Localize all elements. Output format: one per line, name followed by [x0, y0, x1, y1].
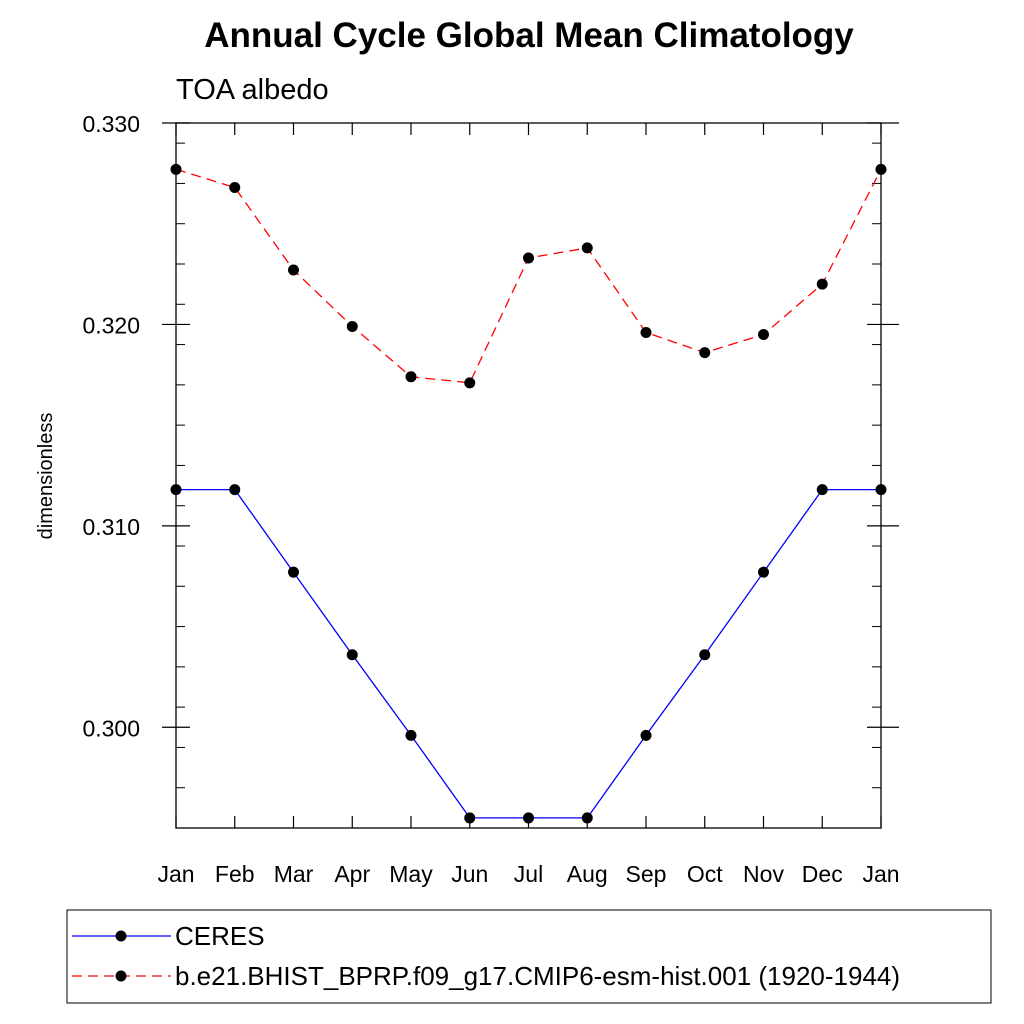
legend-box [66, 909, 992, 1004]
x-tick-label: Jan [157, 861, 194, 887]
data-point [346, 649, 358, 661]
data-point [758, 566, 769, 578]
data-point [640, 326, 652, 338]
data-point [405, 371, 417, 383]
data-point [699, 347, 711, 359]
data-point [523, 252, 534, 264]
y-axis-label: dimensionless [35, 413, 57, 540]
data-point [699, 649, 711, 661]
x-tick-label: Dec [802, 861, 843, 887]
data-point [581, 242, 593, 254]
series-2 [170, 163, 887, 389]
data-point [816, 484, 828, 496]
chart-title: Annual Cycle Global Mean Climatology [204, 16, 854, 55]
x-tick-label: Sep [626, 861, 667, 887]
series-layer [170, 163, 887, 824]
data-point [405, 729, 417, 741]
x-tick-label: Nov [743, 861, 784, 887]
plot-frame [175, 122, 882, 829]
series-line [175, 168, 882, 384]
data-point [288, 264, 299, 276]
legend-marker [115, 930, 127, 942]
data-point [229, 484, 241, 496]
data-point [170, 484, 182, 496]
y-tick-label: 0.300 [82, 715, 140, 741]
data-point [640, 729, 652, 741]
data-point [875, 163, 887, 175]
axis-ticks: Jan Feb Mar Apr May Jun Jul Aug Sep Oct Nov Dec Jan 0… [82, 111, 899, 887]
x-tick-label: Jan [862, 861, 899, 887]
data-point [758, 329, 769, 340]
y-tick-label: 0.320 [82, 312, 140, 338]
x-tick-label: Oct [687, 861, 723, 887]
series-1 [170, 484, 887, 824]
data-point [816, 278, 828, 290]
data-point [170, 163, 182, 175]
legend-label: CERES [175, 921, 265, 951]
data-point [288, 566, 299, 578]
legend: CERES b.e21.BHIST_BPRP.f09_g17.CMIP6-esm-… [66, 909, 992, 1004]
data-point [229, 181, 241, 193]
data-point [464, 377, 476, 389]
chart-subtitle: TOA albedo [176, 74, 329, 106]
data-point [464, 812, 476, 824]
data-point [875, 484, 887, 496]
y-tick-label: 0.310 [82, 514, 140, 540]
x-tick-label: May [389, 861, 433, 887]
x-tick-label: Jun [451, 861, 488, 887]
y-tick-label: 0.330 [82, 111, 140, 137]
x-tick-label: Feb [215, 861, 255, 887]
x-tick-label: Mar [274, 861, 314, 887]
series-line [176, 488, 881, 819]
data-point [581, 812, 593, 824]
data-point [346, 320, 358, 332]
x-tick-label: Apr [334, 861, 370, 887]
data-point [523, 812, 534, 824]
legend-marker [115, 970, 127, 982]
x-tick-label: Aug [567, 861, 608, 887]
legend-label: b.e21.BHIST_BPRP.f09_g17.CMIP6-esm-hist.… [175, 961, 900, 991]
x-tick-label: Jul [514, 861, 543, 887]
